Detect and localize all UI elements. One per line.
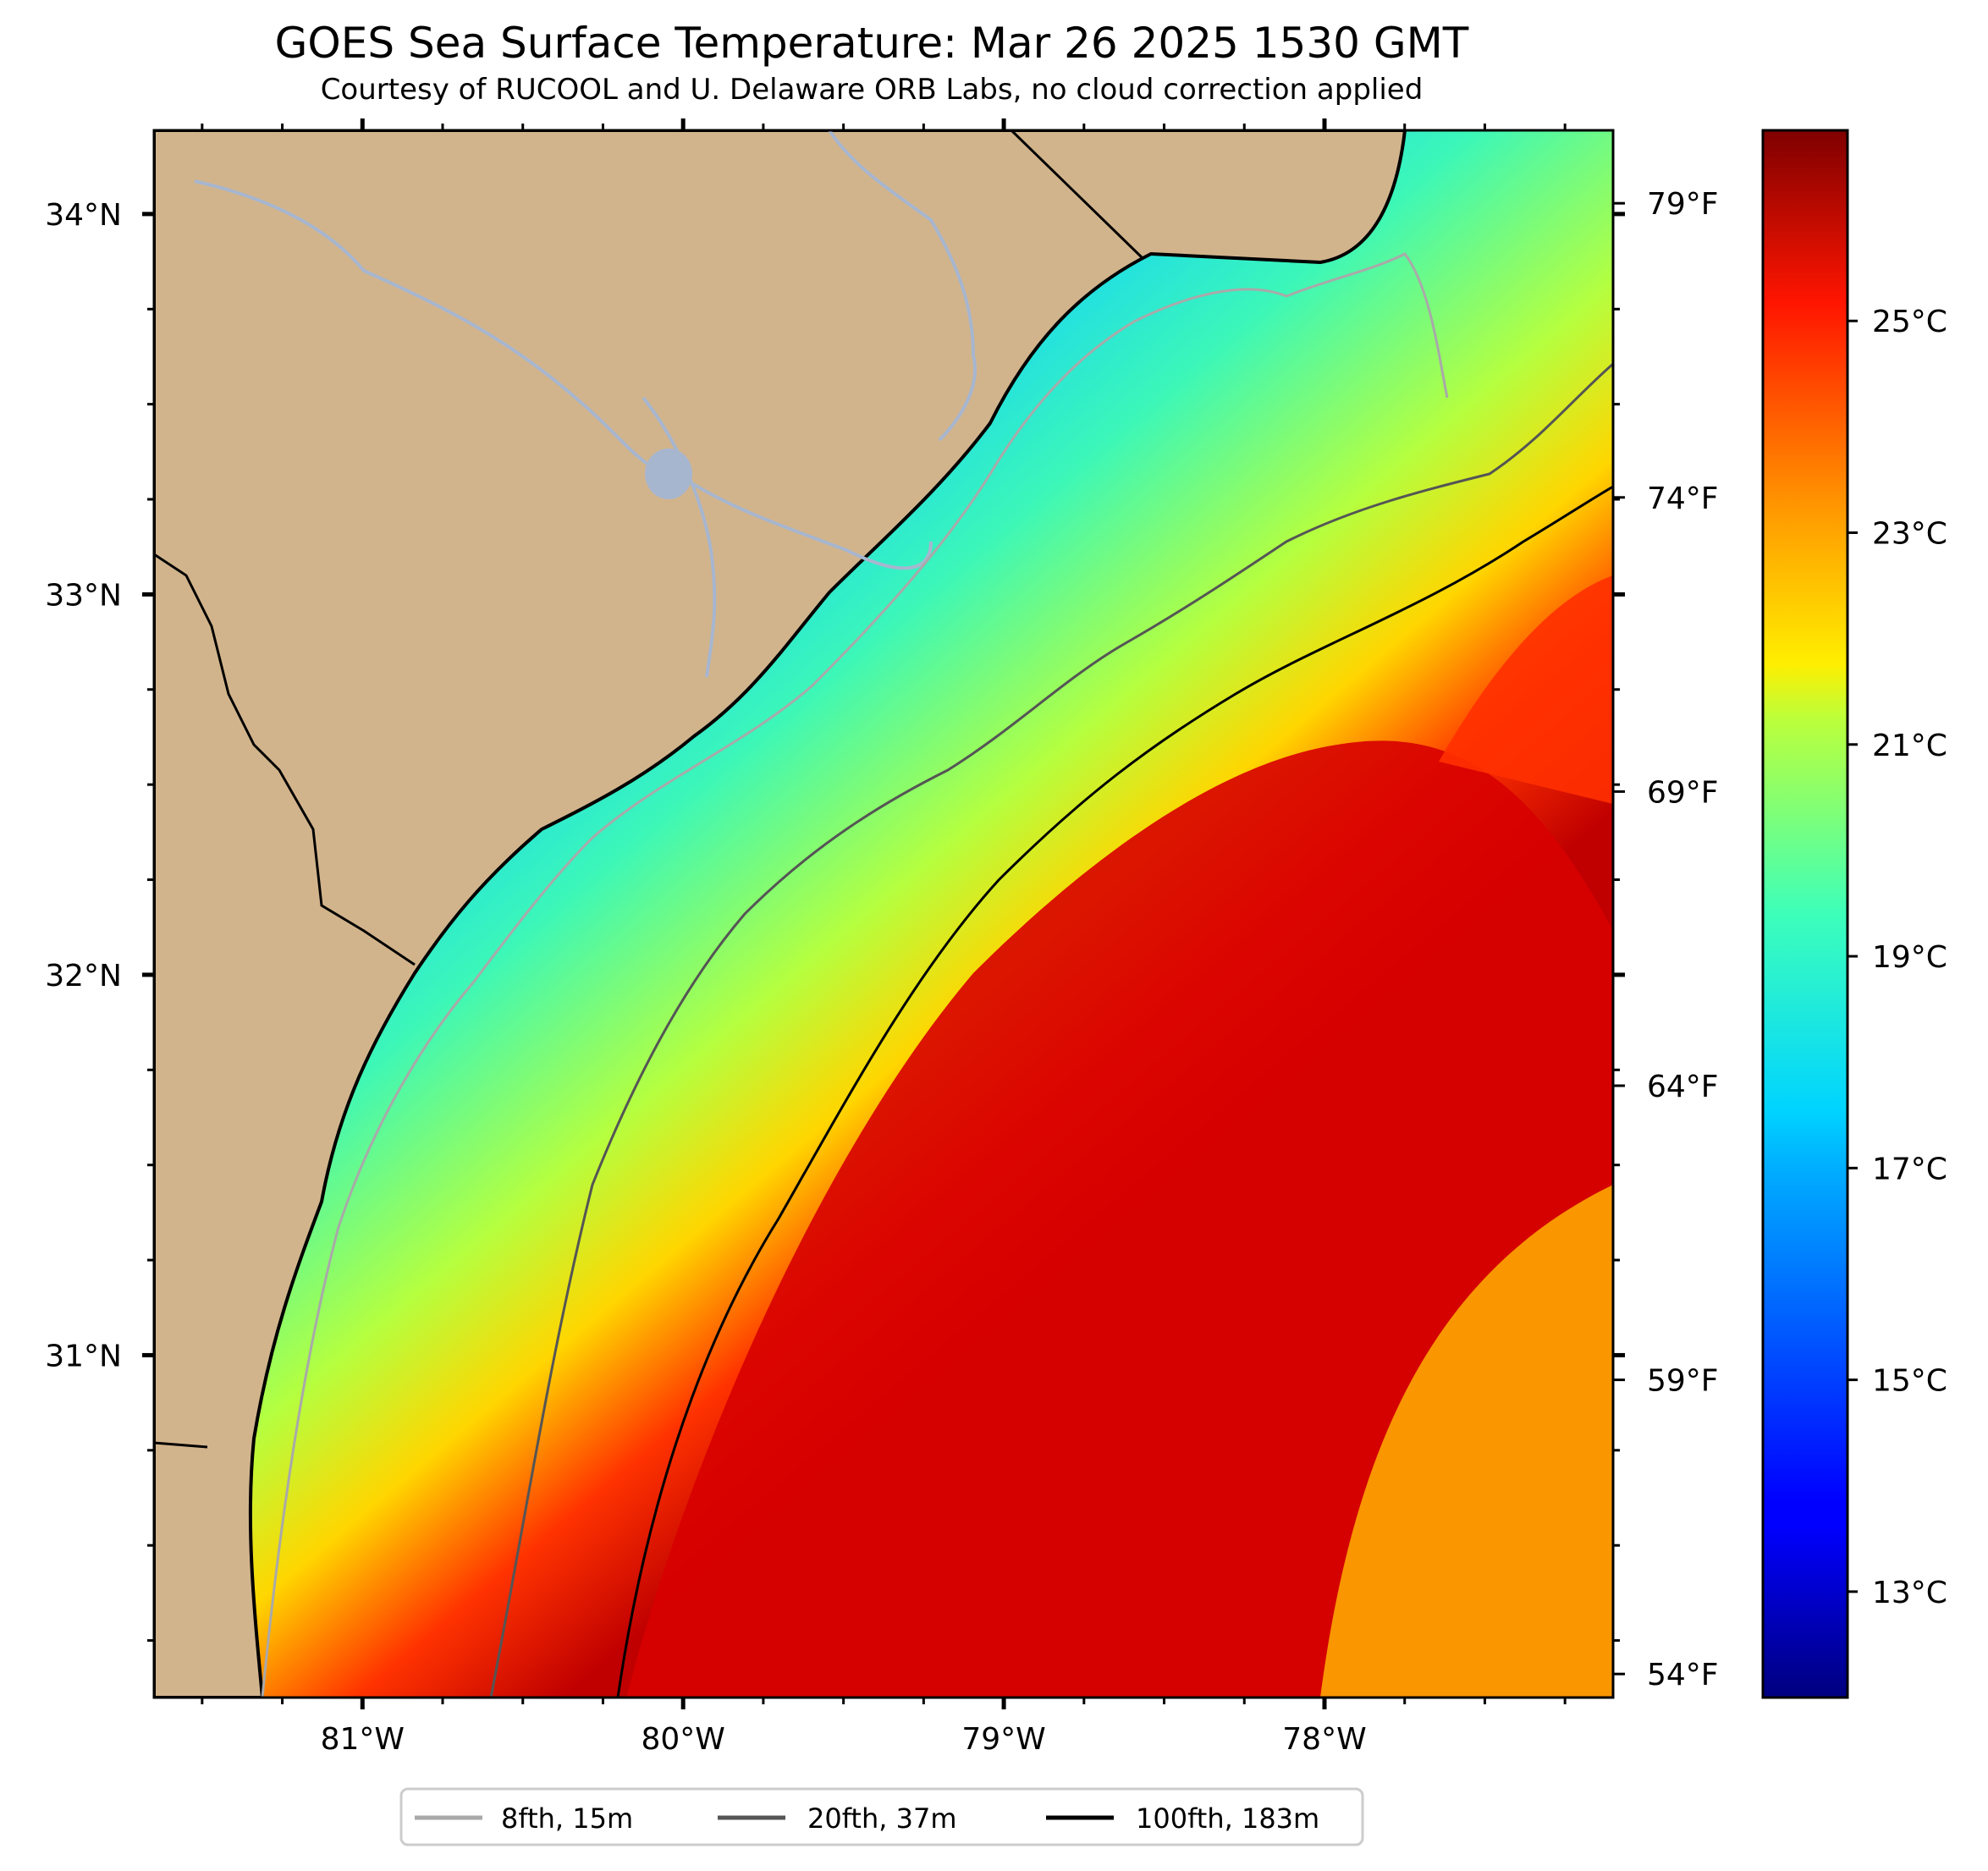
celsius-tick-label: 23°C <box>1872 517 1947 552</box>
lat-tick-label: 34°N <box>45 198 122 233</box>
celsius-tick-label: 13°C <box>1872 1576 1947 1610</box>
lon-tick-label: 80°W <box>641 1722 724 1757</box>
river <box>828 130 977 442</box>
latitude-axis: 34°N 33°N 32°N 31°N <box>45 198 1625 1643</box>
celsius-tick-label: 15°C <box>1872 1364 1947 1399</box>
gulf-stream-northern-edge <box>1439 575 1613 804</box>
map-frame <box>152 129 1615 1699</box>
bathymetry-legend: 8fth, 15m 20fth, 37m 100fth, 183m <box>399 1787 1364 1846</box>
celsius-tick-label: 19°C <box>1872 940 1947 975</box>
legend-label-100fth: 100fth, 183m <box>1136 1802 1319 1835</box>
lat-tick-label: 33°N <box>45 578 122 613</box>
state-border <box>154 553 416 966</box>
state-border <box>1010 130 1144 260</box>
celsius-axis: 13°C 15°C 17°C 19°C 21°C 23°C 25°C <box>1848 305 1947 1610</box>
map-subtitle: Courtesy of RUCOOL and U. Delaware ORB L… <box>321 73 1424 107</box>
lon-tick-label: 79°W <box>961 1722 1045 1757</box>
gulf-stream-offshore-band <box>1320 1185 1613 1698</box>
lat-tick-label: 31°N <box>45 1339 122 1373</box>
celsius-tick-label: 25°C <box>1872 305 1947 339</box>
lat-tick-label: 32°N <box>45 959 122 993</box>
legend-label-8fth: 8fth, 15m <box>501 1802 633 1835</box>
celsius-tick-label: 21°C <box>1872 729 1947 763</box>
legend-label-20fth: 20fth, 37m <box>807 1802 956 1835</box>
isobath-8fth <box>261 252 1449 1698</box>
legend-frame <box>399 1787 1364 1846</box>
fahrenheit-tick-label: 74°F <box>1647 482 1719 516</box>
map-title: GOES Sea Surface Temperature: Mar 26 202… <box>275 19 1469 68</box>
isobath-20fth <box>489 362 1613 1698</box>
map-area <box>154 130 1613 1698</box>
river <box>194 179 933 570</box>
gulf-stream-core <box>626 740 1613 1698</box>
fahrenheit-tick-label: 69°F <box>1647 775 1719 810</box>
fahrenheit-tick-label: 59°F <box>1647 1364 1719 1399</box>
fahrenheit-tick-label: 79°F <box>1647 187 1719 222</box>
river <box>642 396 717 678</box>
lake-marion <box>645 448 692 499</box>
fahrenheit-tick-label: 64°F <box>1647 1070 1719 1104</box>
fahrenheit-tick-label: 54°F <box>1647 1658 1719 1692</box>
longitude-axis: 81°W 80°W 79°W 78°W <box>201 118 1567 1757</box>
land-mass <box>154 130 1407 1698</box>
isobath-100fth <box>616 485 1613 1698</box>
state-border <box>154 1441 208 1449</box>
lon-tick-label: 81°W <box>321 1722 405 1757</box>
celsius-tick-label: 17°C <box>1872 1152 1947 1186</box>
colorbar <box>1761 129 1849 1699</box>
fahrenheit-axis: 54°F 59°F 64°F 69°F 74°F 79°F <box>1613 187 1719 1692</box>
lon-tick-label: 78°W <box>1282 1722 1366 1757</box>
